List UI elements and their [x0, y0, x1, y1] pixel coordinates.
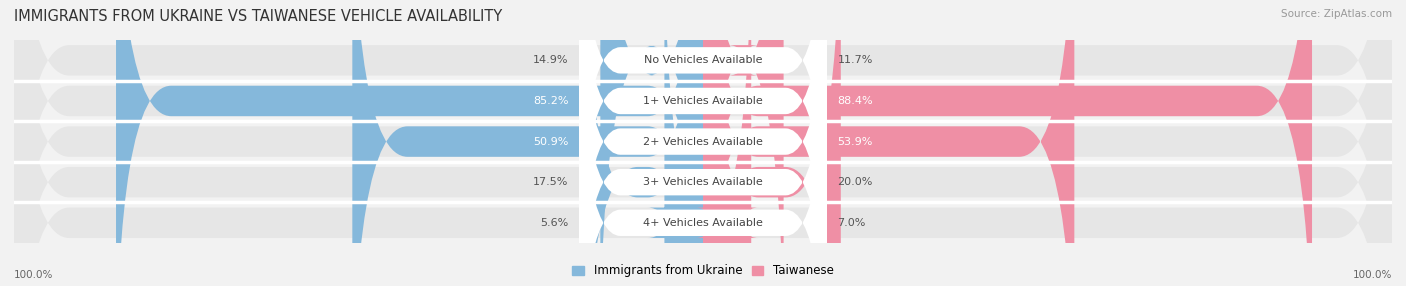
FancyBboxPatch shape: [579, 0, 827, 286]
FancyBboxPatch shape: [14, 0, 1392, 286]
Text: 7.0%: 7.0%: [838, 218, 866, 228]
FancyBboxPatch shape: [14, 0, 1392, 286]
Text: 3+ Vehicles Available: 3+ Vehicles Available: [643, 177, 763, 187]
Text: 11.7%: 11.7%: [838, 55, 873, 65]
FancyBboxPatch shape: [582, 0, 703, 286]
Text: 4+ Vehicles Available: 4+ Vehicles Available: [643, 218, 763, 228]
FancyBboxPatch shape: [579, 0, 827, 286]
Text: Source: ZipAtlas.com: Source: ZipAtlas.com: [1281, 9, 1392, 19]
FancyBboxPatch shape: [648, 0, 720, 286]
Text: 20.0%: 20.0%: [838, 177, 873, 187]
FancyBboxPatch shape: [14, 0, 1392, 286]
Text: 14.9%: 14.9%: [533, 55, 568, 65]
FancyBboxPatch shape: [703, 0, 1312, 286]
FancyBboxPatch shape: [117, 0, 703, 286]
Text: 1+ Vehicles Available: 1+ Vehicles Available: [643, 96, 763, 106]
FancyBboxPatch shape: [696, 0, 758, 286]
Text: No Vehicles Available: No Vehicles Available: [644, 55, 762, 65]
FancyBboxPatch shape: [14, 0, 1392, 286]
FancyBboxPatch shape: [703, 0, 841, 286]
Text: 100.0%: 100.0%: [14, 270, 53, 280]
Text: 50.9%: 50.9%: [533, 137, 568, 146]
FancyBboxPatch shape: [579, 0, 827, 286]
FancyBboxPatch shape: [579, 0, 827, 286]
FancyBboxPatch shape: [600, 0, 703, 286]
FancyBboxPatch shape: [353, 0, 703, 286]
FancyBboxPatch shape: [703, 0, 1074, 286]
Text: 88.4%: 88.4%: [838, 96, 873, 106]
Text: IMMIGRANTS FROM UKRAINE VS TAIWANESE VEHICLE AVAILABILITY: IMMIGRANTS FROM UKRAINE VS TAIWANESE VEH…: [14, 9, 502, 23]
Legend: Immigrants from Ukraine, Taiwanese: Immigrants from Ukraine, Taiwanese: [572, 264, 834, 277]
FancyBboxPatch shape: [579, 0, 827, 286]
FancyBboxPatch shape: [703, 0, 783, 286]
Text: 5.6%: 5.6%: [540, 218, 568, 228]
Text: 17.5%: 17.5%: [533, 177, 568, 187]
Text: 85.2%: 85.2%: [533, 96, 568, 106]
FancyBboxPatch shape: [14, 0, 1392, 286]
Text: 2+ Vehicles Available: 2+ Vehicles Available: [643, 137, 763, 146]
Text: 53.9%: 53.9%: [838, 137, 873, 146]
Text: 100.0%: 100.0%: [1353, 270, 1392, 280]
